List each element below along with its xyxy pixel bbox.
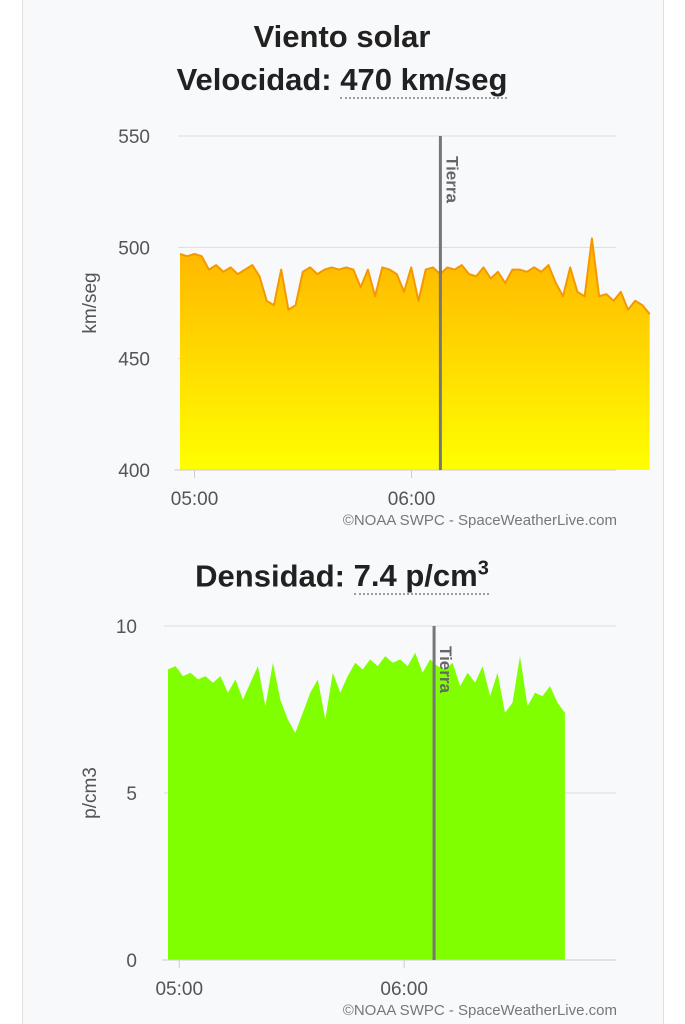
solar-wind-heading: Viento solar [253, 19, 431, 54]
density-x-tick-0: 05:00 [155, 979, 203, 1000]
speed-y-tick-2: 500 [118, 238, 150, 259]
speed-title: Velocidad: 470 km/seg [22, 61, 662, 99]
speed-value[interactable]: 470 km/seg [340, 62, 508, 99]
density-y-tick-0: 0 [126, 951, 137, 972]
density-x-tick-1: 06:00 [380, 979, 428, 1000]
density-label: Densidad: [195, 558, 346, 594]
density-earth-label: Tierra [436, 646, 455, 693]
speed-label: Velocidad: [176, 62, 332, 97]
speed-credit: ©NOAA SWPC - SpaceWeatherLive.com [343, 512, 617, 529]
density-area [168, 652, 565, 960]
speed-earth-label: Tierra [442, 156, 461, 203]
speed-y-tick-1: 450 [118, 350, 150, 371]
speed-line [179, 237, 651, 315]
density-y-axis-title: p/cm3 [80, 767, 101, 819]
speed-y-axis-title: km/seg [80, 272, 101, 333]
density-y-tick-1: 5 [126, 784, 137, 805]
speed-y-tick-3: 550 [118, 127, 150, 148]
density-value-superscript: 3 [477, 558, 489, 580]
density-title: Densidad: 7.4 p/cm3 [22, 550, 662, 596]
density-credit: ©NOAA SWPC - SpaceWeatherLive.com [343, 1002, 617, 1019]
density-value[interactable]: 7.4 p/cm3 [353, 558, 489, 596]
speed-area [180, 238, 650, 470]
density-y-tick-2: 10 [116, 617, 137, 638]
density-value-text: 7.4 p/cm [353, 558, 478, 594]
speed-x-tick-0: 05:00 [171, 489, 219, 510]
speed-y-tick-0: 400 [118, 461, 150, 482]
speed-x-tick-1: 06:00 [388, 489, 436, 510]
